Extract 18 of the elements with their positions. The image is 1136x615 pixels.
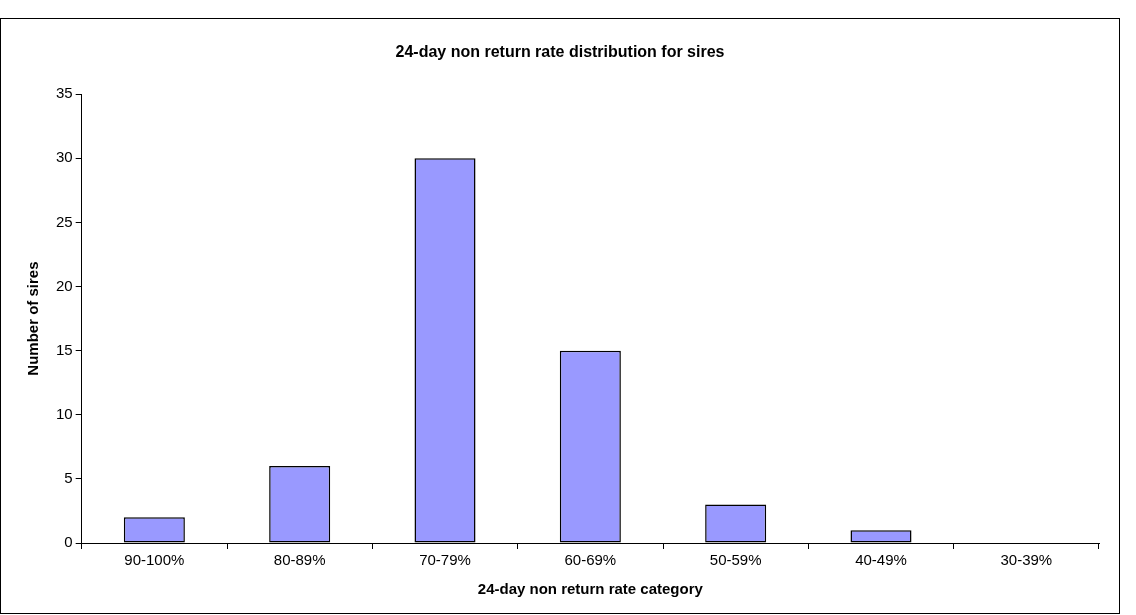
x-tick-label: 60-69% [564,551,617,569]
x-tick-label: 70-79% [419,551,471,569]
y-axis-title: Number of sires [24,261,42,376]
y-tick-label: 5 [64,469,73,487]
x-tick-label: 50-59% [709,551,762,569]
y-tick-label: 0 [64,533,73,551]
x-axis-title: 24-day non return rate category [477,580,704,598]
x-tick-label: 80-89% [273,551,326,569]
y-tick-label: 35 [56,84,73,102]
y-tick-label: 15 [56,340,73,358]
x-tick-label: 40-49% [855,551,907,569]
y-tick-label: 10 [56,404,73,422]
x-tick-label: 30-39% [1000,551,1053,569]
y-tick-label: 25 [56,212,73,230]
y-tick-label: 20 [56,276,73,294]
x-tick-label: 90-100% [124,551,185,569]
chart-title: 24-day non return rate distribution for sires [395,43,725,61]
y-tick-label: 30 [56,148,73,166]
